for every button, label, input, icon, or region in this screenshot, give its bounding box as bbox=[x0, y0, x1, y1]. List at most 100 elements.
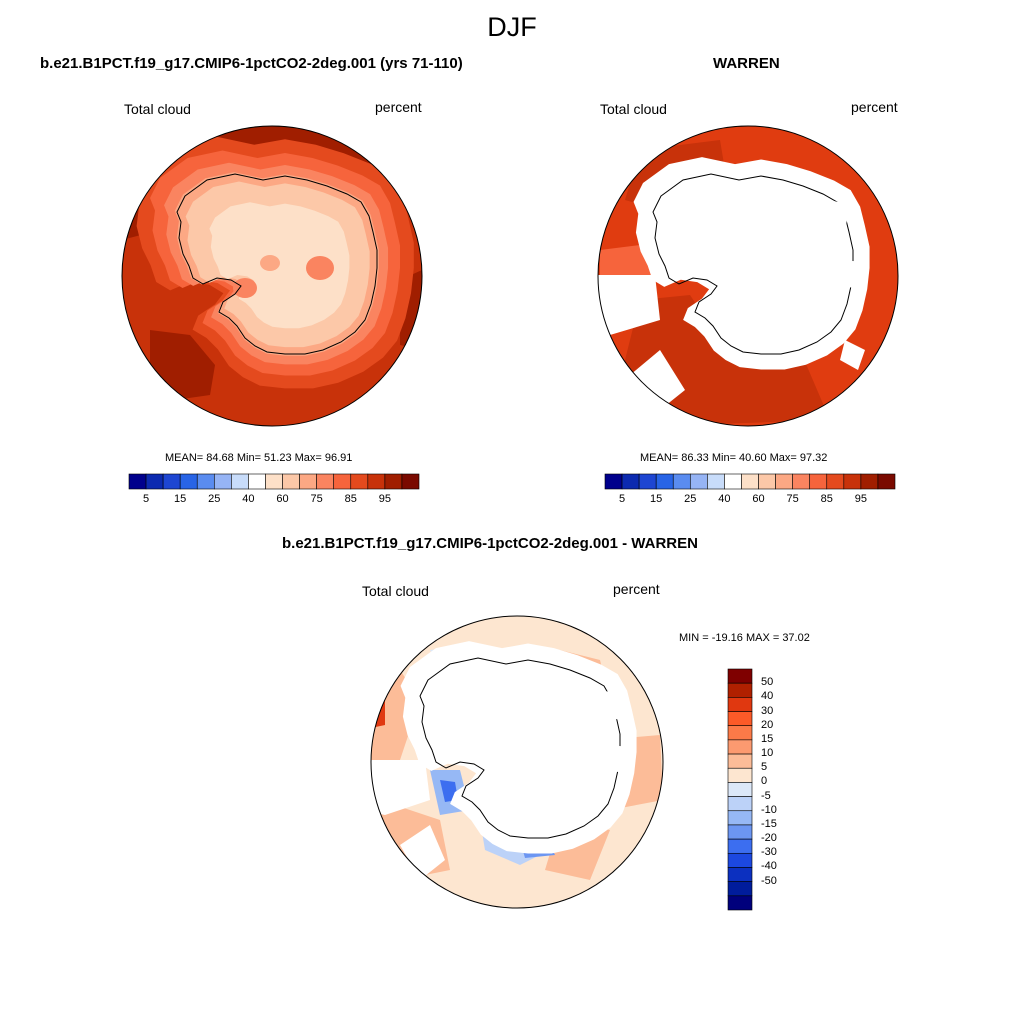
obs-colorbar-tick-label: 95 bbox=[854, 493, 867, 505]
obs-colorbar-swatch bbox=[877, 473, 896, 490]
diff-stats: MIN = -19.16 MAX = 37.02 bbox=[679, 632, 810, 644]
case-colorbar-tick-label: 25 bbox=[208, 493, 221, 505]
obs-colorbar-swatch bbox=[655, 473, 674, 490]
diff-colorbar-tick-label: -20 bbox=[761, 832, 777, 845]
obs-missing-block bbox=[840, 340, 865, 370]
diff-missing-block bbox=[400, 825, 445, 880]
case-colorbar-swatch bbox=[384, 473, 403, 490]
obs-missing-block bbox=[825, 200, 850, 230]
case-colorbar-swatch bbox=[196, 473, 215, 490]
case-colorbar-swatch bbox=[248, 473, 266, 490]
diff-missing-block bbox=[371, 760, 430, 815]
diff-colorbar-swatch bbox=[727, 668, 753, 684]
diff-variable-label: Total cloud bbox=[362, 583, 429, 599]
diff-colorbar-tick-label: 50 bbox=[761, 676, 774, 689]
diff-colorbar-tick-label: 40 bbox=[761, 690, 774, 703]
diff-colorbar-swatch bbox=[727, 782, 753, 797]
diff-missing-block bbox=[600, 690, 625, 720]
case-colorbar-tick-label: 40 bbox=[242, 493, 255, 505]
obs-colorbar-swatch bbox=[843, 473, 862, 490]
obs-colorbar-swatch bbox=[638, 473, 657, 490]
diff-map bbox=[371, 616, 663, 908]
case-variable-label: Total cloud bbox=[124, 101, 191, 117]
case-colorbar-swatch bbox=[401, 473, 420, 490]
obs-colorbar-swatch bbox=[724, 473, 742, 490]
case-colorbar-swatch bbox=[265, 473, 283, 490]
obs-units-label: percent bbox=[851, 99, 898, 115]
obs-colorbar bbox=[604, 473, 896, 490]
obs-colorbar-swatch bbox=[707, 473, 725, 490]
obs-colorbar-swatch bbox=[860, 473, 879, 490]
diff-panel-title: b.e21.B1PCT.f19_g17.CMIP6-1pctCO2-2deg.0… bbox=[282, 535, 698, 552]
obs-colorbar-tick-label: 5 bbox=[618, 493, 626, 505]
obs-colorbar-tick-label: 25 bbox=[684, 493, 697, 505]
obs-colorbar-swatch bbox=[758, 473, 776, 490]
case-panel-title: b.e21.B1PCT.f19_g17.CMIP6-1pctCO2-2deg.0… bbox=[40, 55, 463, 72]
diff-colorbar-tick-label: 10 bbox=[761, 747, 774, 760]
diff-colorbar-tick-label: 30 bbox=[761, 704, 774, 717]
diff-colorbar-tick-label: -15 bbox=[761, 817, 777, 830]
obs-missing-block bbox=[660, 205, 700, 240]
obs-stats: MEAN= 86.33 Min= 40.60 Max= 97.32 bbox=[640, 452, 828, 464]
diff-colorbar bbox=[727, 668, 753, 911]
case-colorbar-tick-label: 75 bbox=[310, 493, 323, 505]
diff-colorbar-swatch bbox=[727, 796, 753, 812]
case-colorbar-swatch bbox=[350, 473, 369, 490]
diff-colorbar-tick-label: -40 bbox=[761, 860, 777, 873]
diff-missing-block bbox=[455, 690, 490, 725]
obs-colorbar-swatch bbox=[809, 473, 828, 490]
diff-colorbar-swatch bbox=[727, 697, 753, 712]
case-colorbar-tick-label: 85 bbox=[344, 493, 357, 505]
diff-missing-block bbox=[610, 745, 635, 775]
case-colorbar-swatch bbox=[299, 473, 317, 490]
obs-colorbar-swatch bbox=[826, 473, 845, 490]
diff-colorbar-swatch bbox=[727, 711, 753, 727]
diff-colorbar-tick-label: -30 bbox=[761, 846, 777, 859]
diff-colorbar-tick-label: 5 bbox=[761, 761, 768, 774]
diff-colorbar-swatch bbox=[727, 867, 753, 882]
obs-missing-block bbox=[840, 260, 865, 290]
case-colorbar-tick-label: 95 bbox=[378, 493, 391, 505]
obs-colorbar-tick-label: 60 bbox=[752, 493, 765, 505]
case-colorbar-tick-label: 60 bbox=[276, 493, 289, 505]
obs-missing-block bbox=[598, 275, 660, 335]
case-units-label: percent bbox=[375, 99, 422, 115]
diff-map-border bbox=[370, 615, 664, 909]
obs-colorbar-tick-label: 15 bbox=[650, 493, 663, 505]
diff-colorbar-tick-label: 20 bbox=[761, 718, 774, 731]
diff-colorbar-swatch bbox=[727, 682, 753, 698]
obs-colorbar-tick-label: 75 bbox=[786, 493, 799, 505]
case-colorbar-swatch bbox=[316, 473, 335, 490]
obs-map bbox=[598, 126, 898, 426]
obs-colorbar-swatch bbox=[604, 473, 623, 490]
obs-colorbar-swatch bbox=[792, 473, 811, 490]
obs-colorbar-tick-label: 85 bbox=[820, 493, 833, 505]
diff-colorbar-swatch bbox=[727, 852, 753, 868]
diff-colorbar-tick-label: -5 bbox=[761, 789, 771, 802]
case-map-border bbox=[121, 125, 423, 427]
diff-colorbar-swatch bbox=[727, 824, 753, 840]
diff-colorbar-swatch bbox=[727, 753, 753, 769]
obs-colorbar-tick-label: 40 bbox=[718, 493, 731, 505]
diff-colorbar-swatch bbox=[727, 739, 753, 755]
diff-colorbar-swatch bbox=[727, 838, 753, 854]
obs-colorbar-swatch bbox=[672, 473, 691, 490]
figure-title: DJF bbox=[487, 12, 537, 42]
obs-colorbar-swatch bbox=[741, 473, 759, 490]
obs-map-border bbox=[597, 125, 899, 427]
case-colorbar-swatch bbox=[333, 473, 352, 490]
obs-colorbar-swatch bbox=[775, 473, 793, 490]
diff-colorbar-tick-label: -50 bbox=[761, 874, 777, 887]
case-colorbar-swatch bbox=[162, 473, 181, 490]
diff-colorbar-swatch bbox=[727, 881, 753, 897]
case-stats: MEAN= 84.68 Min= 51.23 Max= 96.91 bbox=[165, 452, 353, 464]
obs-colorbar-swatch bbox=[621, 473, 640, 490]
case-colorbar-swatch bbox=[179, 473, 198, 490]
case-colorbar-swatch bbox=[231, 473, 249, 490]
case-colorbar-swatch bbox=[367, 473, 386, 490]
diff-colorbar-tick-label: 0 bbox=[761, 775, 768, 788]
obs-colorbar-swatch bbox=[689, 473, 708, 490]
diff-colorbar-swatch bbox=[727, 810, 753, 826]
case-colorbar-swatch bbox=[282, 473, 300, 490]
obs-variable-label: Total cloud bbox=[600, 101, 667, 117]
